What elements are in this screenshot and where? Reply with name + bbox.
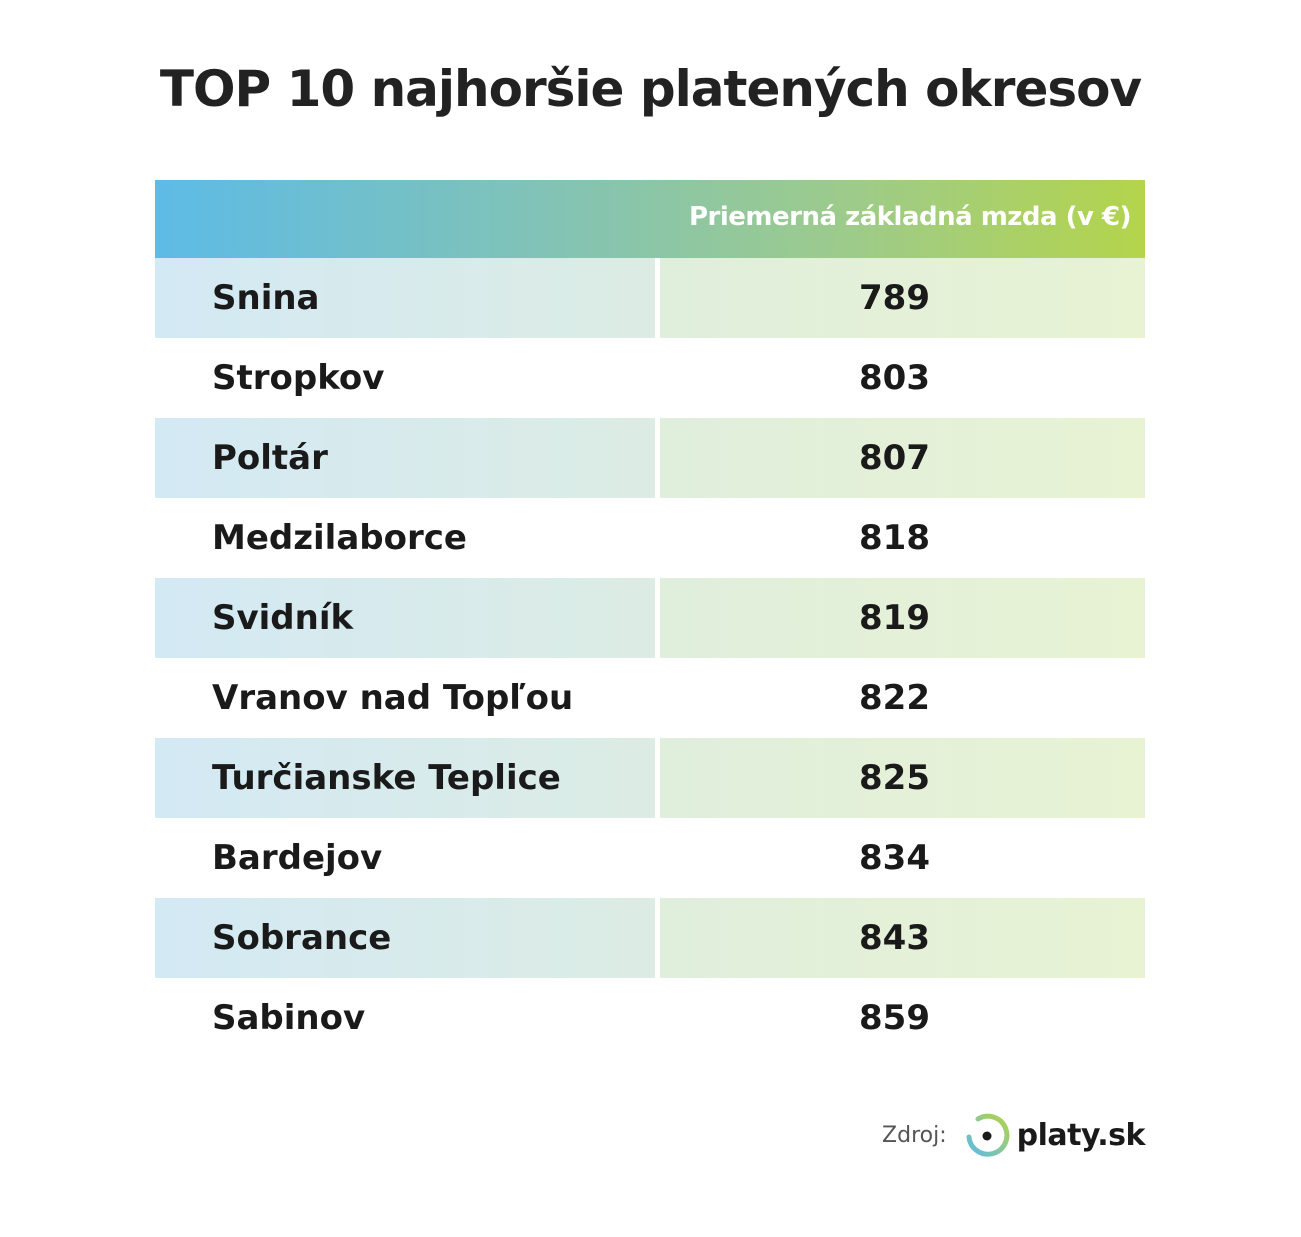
district-cell: Sabinov [155,978,655,1058]
district-cell: Sobrance [155,898,655,978]
wage-value: 818 [859,518,930,558]
wage-value: 819 [859,598,930,638]
wage-value: 789 [859,278,930,318]
wage-value: 843 [859,918,930,958]
district-cell: Bardejov [155,818,655,898]
wage-cell: 789 [660,258,1145,338]
table-header: Priemerná základná mzda (v €) [155,180,1145,258]
wage-value: 825 [859,758,930,798]
district-name: Poltár [212,438,328,478]
district-name: Turčianske Teplice [212,758,561,798]
page-title: TOP 10 najhoršie platených okresov [159,60,1142,118]
wage-cell: 822 [660,658,1145,738]
table-row: Stropkov 803 [155,338,1145,418]
wage-cell: 834 [660,818,1145,898]
district-cell: Medzilaborce [155,498,655,578]
district-name: Sabinov [212,998,366,1038]
district-cell: Stropkov [155,338,655,418]
platy-logo: platy.sk [963,1110,1146,1160]
wage-value: 834 [859,838,930,878]
table-row: Turčianske Teplice 825 [155,738,1145,818]
wage-cell: 843 [660,898,1145,978]
wage-cell: 825 [660,738,1145,818]
wage-table: Priemerná základná mzda (v €) Snina 789 St… [155,180,1145,1058]
wage-cell: 818 [660,498,1145,578]
district-name: Stropkov [212,358,385,398]
wage-value: 822 [859,678,930,718]
wage-cell: 807 [660,418,1145,498]
wage-cell: 803 [660,338,1145,418]
district-name: Bardejov [212,838,383,878]
wage-value: 859 [859,998,930,1038]
platy-logo-text: platy.sk [1016,1117,1146,1153]
table-row: Bardejov 834 [155,818,1145,898]
district-cell: Vranov nad Topľou [155,658,655,738]
district-name: Svidník [212,598,354,638]
table-row: Sobrance 843 [155,898,1145,978]
source-label: Zdroj: [882,1122,947,1148]
district-name: Vranov nad Topľou [212,678,574,718]
wage-cell: 819 [660,578,1145,658]
platy-logo-icon [966,1113,1009,1157]
table-row: Medzilaborce 818 [155,498,1145,578]
district-name: Medzilaborce [212,518,467,558]
source: Zdroj: platy.sk [882,1110,1146,1160]
column-header-wage: Priemerná základná mzda (v €) [688,202,1132,232]
district-cell: Turčianske Teplice [155,738,655,818]
district-name: Snina [212,278,320,318]
table-row: Snina 789 [155,258,1145,338]
table-row: Svidník 819 [155,578,1145,658]
wage-value: 807 [859,438,930,478]
table-row: Vranov nad Topľou 822 [155,658,1145,738]
wage-cell: 859 [660,978,1145,1058]
wage-value: 803 [859,358,930,398]
district-cell: Svidník [155,578,655,658]
district-cell: Snina [155,258,655,338]
table-row: Poltár 807 [155,418,1145,498]
table-row: Sabinov 859 [155,978,1145,1058]
district-cell: Poltár [155,418,655,498]
district-name: Sobrance [212,918,392,958]
